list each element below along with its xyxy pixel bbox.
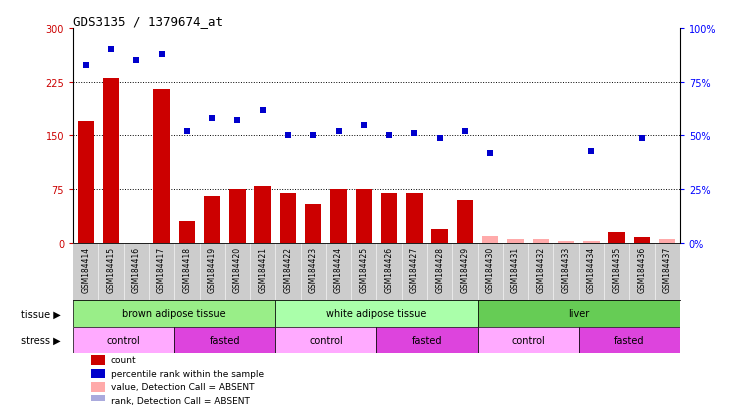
Bar — [579, 327, 680, 353]
Text: GSM184421: GSM184421 — [258, 246, 268, 292]
Bar — [77, 122, 94, 243]
Text: rank, Detection Call = ABSENT: rank, Detection Call = ABSENT — [110, 396, 249, 405]
Text: GSM184436: GSM184436 — [637, 246, 646, 292]
Bar — [91, 382, 105, 392]
Bar — [482, 236, 499, 243]
Text: GSM184420: GSM184420 — [233, 246, 242, 292]
Text: percentile rank within the sample: percentile rank within the sample — [110, 369, 264, 378]
Bar — [376, 327, 477, 353]
Bar — [533, 240, 549, 243]
Text: GSM184414: GSM184414 — [81, 246, 90, 292]
Text: GDS3135 / 1379674_at: GDS3135 / 1379674_at — [73, 15, 223, 28]
Text: GSM184422: GSM184422 — [284, 246, 292, 292]
Text: GSM184419: GSM184419 — [208, 246, 216, 292]
Bar — [583, 241, 599, 243]
Text: value, Detection Call = ABSENT: value, Detection Call = ABSENT — [110, 382, 254, 391]
Text: brown adipose tissue: brown adipose tissue — [122, 309, 226, 319]
Text: GSM184435: GSM184435 — [612, 246, 621, 292]
Bar — [477, 301, 680, 327]
Text: fasted: fasted — [210, 335, 240, 345]
Text: GSM184416: GSM184416 — [132, 246, 141, 292]
Text: GSM184427: GSM184427 — [410, 246, 419, 292]
Bar — [406, 193, 423, 243]
Bar — [91, 369, 105, 378]
Bar — [276, 301, 477, 327]
Bar — [178, 222, 195, 243]
Text: GSM184433: GSM184433 — [561, 246, 571, 292]
Text: GSM184415: GSM184415 — [107, 246, 115, 292]
Text: tissue ▶: tissue ▶ — [21, 309, 61, 319]
Text: GSM184434: GSM184434 — [587, 246, 596, 292]
Text: GSM184417: GSM184417 — [157, 246, 166, 292]
Bar — [355, 190, 372, 243]
Text: control: control — [107, 335, 140, 345]
Text: fasted: fasted — [614, 335, 645, 345]
Bar — [73, 327, 174, 353]
Text: GSM184430: GSM184430 — [485, 246, 495, 292]
Text: GSM184425: GSM184425 — [360, 246, 368, 292]
Text: stress ▶: stress ▶ — [21, 335, 61, 345]
Bar — [381, 193, 398, 243]
Text: GSM184418: GSM184418 — [182, 246, 192, 292]
Bar — [457, 200, 473, 243]
Text: GSM184424: GSM184424 — [334, 246, 343, 292]
Bar — [91, 395, 105, 405]
Bar — [73, 301, 276, 327]
Text: GSM184437: GSM184437 — [663, 246, 672, 292]
Text: GSM184429: GSM184429 — [461, 246, 469, 292]
Bar — [91, 355, 105, 365]
Bar — [154, 90, 170, 243]
Text: control: control — [309, 335, 343, 345]
Bar — [634, 237, 650, 243]
Bar — [280, 193, 296, 243]
Bar — [477, 327, 579, 353]
Bar — [254, 186, 271, 243]
Bar — [330, 190, 346, 243]
Bar — [174, 327, 276, 353]
Text: GSM184426: GSM184426 — [385, 246, 393, 292]
Bar — [103, 79, 119, 243]
Bar — [608, 233, 625, 243]
Bar — [305, 204, 322, 243]
Text: fasted: fasted — [412, 335, 442, 345]
Bar — [431, 229, 448, 243]
Bar — [558, 241, 575, 243]
Bar — [659, 240, 675, 243]
Bar — [204, 197, 220, 243]
Bar — [507, 240, 523, 243]
Text: white adipose tissue: white adipose tissue — [326, 309, 427, 319]
Text: GSM184423: GSM184423 — [308, 246, 318, 292]
Text: GSM184432: GSM184432 — [537, 246, 545, 292]
Bar — [230, 190, 246, 243]
Text: liver: liver — [568, 309, 589, 319]
Bar — [276, 327, 376, 353]
Text: control: control — [511, 335, 545, 345]
Text: GSM184431: GSM184431 — [511, 246, 520, 292]
Text: count: count — [110, 356, 137, 365]
Text: GSM184428: GSM184428 — [435, 246, 444, 292]
